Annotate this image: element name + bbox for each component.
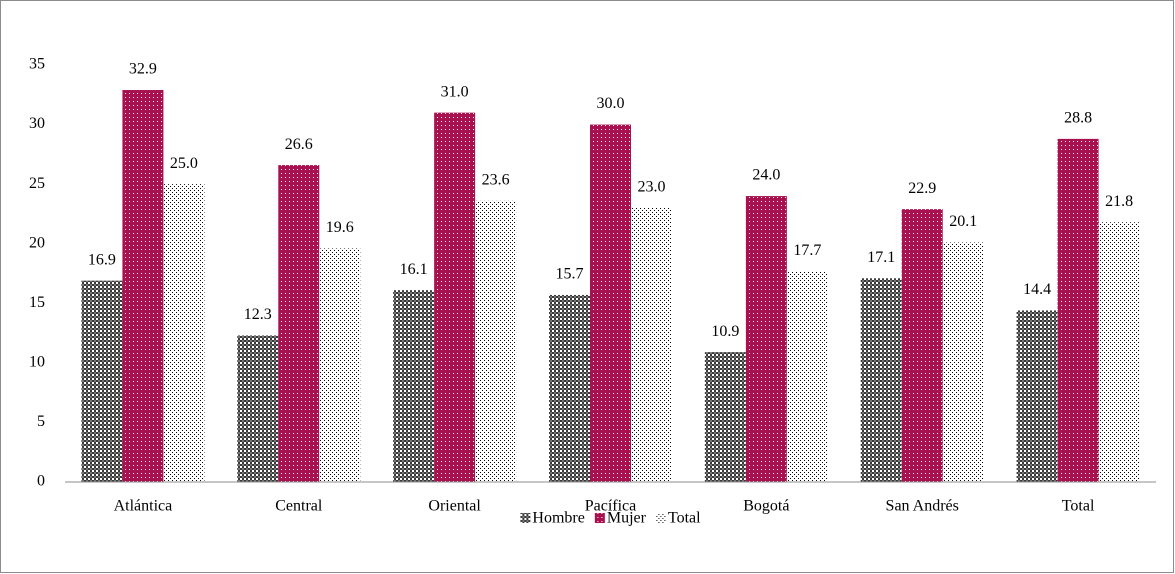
value-label: 25.0: [170, 155, 198, 172]
x-tick-label: Total: [1062, 498, 1095, 515]
value-label: 32.9: [129, 61, 157, 78]
value-label: 30.0: [597, 95, 625, 112]
y-tick-label: 10: [29, 354, 45, 371]
bar: [122, 90, 164, 483]
value-label: 31.0: [441, 83, 469, 100]
legend-label: Mujer: [607, 510, 647, 527]
legend-item: Mujer: [594, 510, 647, 527]
value-label: 23.6: [482, 171, 510, 188]
value-label: 16.9: [88, 251, 116, 268]
legend-label: Hombre: [532, 510, 584, 527]
y-tick-label: 15: [29, 294, 45, 311]
value-label: 26.6: [285, 136, 313, 153]
bar: [901, 209, 943, 483]
bar: [393, 290, 435, 482]
bar: [860, 278, 902, 482]
bar: [475, 200, 517, 482]
bar: [278, 165, 320, 482]
value-label: 10.9: [711, 323, 739, 340]
legend-swatch: [655, 513, 666, 523]
bar: [786, 271, 828, 482]
bar: [237, 335, 279, 482]
legend-item: Hombre: [520, 510, 585, 527]
bar: [1057, 138, 1099, 482]
bar: [319, 248, 361, 482]
x-tick-label: Atlántica: [114, 498, 173, 515]
bar: [1016, 310, 1058, 482]
legend: Hombre Mujer Total: [520, 510, 701, 527]
y-tick-label: 35: [29, 56, 45, 73]
value-label: 21.8: [1105, 193, 1133, 210]
x-tick-label: Central: [275, 498, 323, 515]
legend-swatch: [594, 513, 605, 523]
y-tick-label: 25: [29, 175, 45, 192]
value-label: 14.4: [1023, 281, 1051, 298]
value-label: 17.7: [793, 242, 821, 259]
y-tick-label: 0: [37, 473, 45, 490]
bar: [631, 207, 672, 482]
legend-item: Total: [655, 510, 701, 527]
value-label: 16.1: [400, 261, 428, 278]
value-label: 20.1: [949, 213, 977, 230]
y-tick-label: 5: [37, 413, 45, 430]
bar: [434, 112, 476, 483]
bar: [745, 196, 787, 483]
value-label: 28.8: [1064, 110, 1092, 127]
bar: [549, 294, 590, 482]
y-tick-label: 20: [29, 234, 45, 251]
x-tick-label: Pacífica: [585, 498, 637, 515]
value-label: 19.6: [326, 219, 354, 236]
legend-swatch: [520, 513, 531, 523]
legend-label: Total: [668, 510, 701, 527]
x-tick-label: Oriental: [428, 498, 481, 515]
value-label: 23.0: [638, 179, 666, 196]
x-tick-label: Bogotá: [743, 498, 789, 515]
value-label: 15.7: [556, 266, 584, 283]
value-label: 17.1: [867, 249, 895, 266]
y-tick-label: 30: [29, 115, 45, 132]
bar: [590, 124, 631, 483]
bar: [163, 184, 205, 482]
bar: [942, 242, 984, 482]
value-label: 24.0: [752, 167, 780, 184]
bar: [704, 352, 746, 482]
bar: [1098, 222, 1140, 483]
value-label: 12.3: [244, 306, 272, 323]
bar: [81, 280, 123, 482]
value-label: 22.9: [908, 180, 936, 197]
x-tick-label: San Andrés: [886, 498, 959, 515]
